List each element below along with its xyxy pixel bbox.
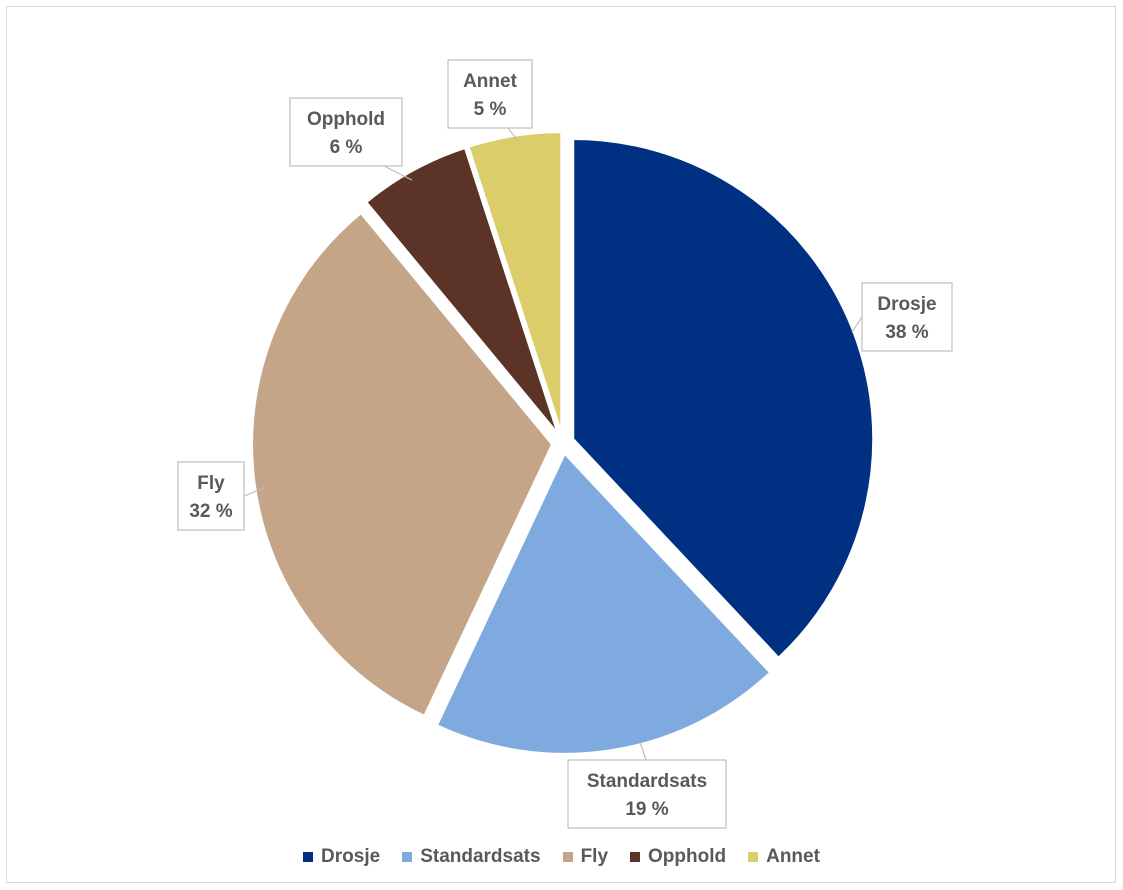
- data-label-value: 6 %: [330, 137, 363, 158]
- legend-swatch-drosje: [303, 852, 314, 862]
- legend-swatch-fly: [562, 852, 573, 862]
- pie-slice-standardsats: [435, 452, 772, 755]
- leader-line-standardsats: [639, 741, 647, 761]
- data-label-box-drosje: [861, 282, 953, 352]
- legend-label: Annet: [766, 846, 820, 867]
- legend-swatch-annet: [748, 852, 759, 862]
- legend-label: Fly: [580, 846, 609, 867]
- legend-label: Standardsats: [420, 846, 541, 867]
- legend-item-drosje: Drosje: [303, 846, 380, 868]
- data-label-category: Fly: [197, 473, 225, 494]
- chart-legend: Drosje Standardsats Fly Opphold Annet: [0, 843, 1123, 871]
- legend-label: Opphold: [648, 846, 727, 867]
- data-label-value: 19 %: [625, 799, 668, 820]
- data-label-category: Opphold: [307, 109, 385, 130]
- data-label-value: 32 %: [189, 501, 232, 522]
- data-label-category: Standardsats: [587, 771, 707, 792]
- pie-slice-drosje: [572, 137, 875, 660]
- legend-item-annet: Annet: [748, 846, 820, 868]
- data-label-box-standardsats: [567, 759, 727, 829]
- data-label-box-annet: [447, 59, 533, 129]
- legend-swatch-opphold: [630, 852, 641, 862]
- data-label-category: Annet: [463, 71, 518, 92]
- data-label-box-opphold: [289, 97, 403, 167]
- legend-item-standardsats: Standardsats: [402, 846, 541, 868]
- data-label-box-fly: [177, 461, 245, 531]
- legend-item-opphold: Opphold: [630, 846, 726, 868]
- legend-label: Drosje: [321, 846, 381, 867]
- data-label-value: 38 %: [885, 322, 928, 343]
- data-label-category: Drosje: [877, 294, 936, 315]
- legend-swatch-standardsats: [402, 852, 413, 862]
- leader-line-drosje: [851, 316, 863, 333]
- leader-line-opphold: [383, 165, 413, 181]
- leader-line-fly: [243, 487, 265, 497]
- legend-item-fly: Fly: [562, 846, 609, 868]
- data-label-value: 5 %: [474, 99, 507, 120]
- pie-slice-opphold: [365, 146, 559, 434]
- leader-line-annet: [507, 127, 519, 142]
- pie-slice-fly: [251, 211, 554, 718]
